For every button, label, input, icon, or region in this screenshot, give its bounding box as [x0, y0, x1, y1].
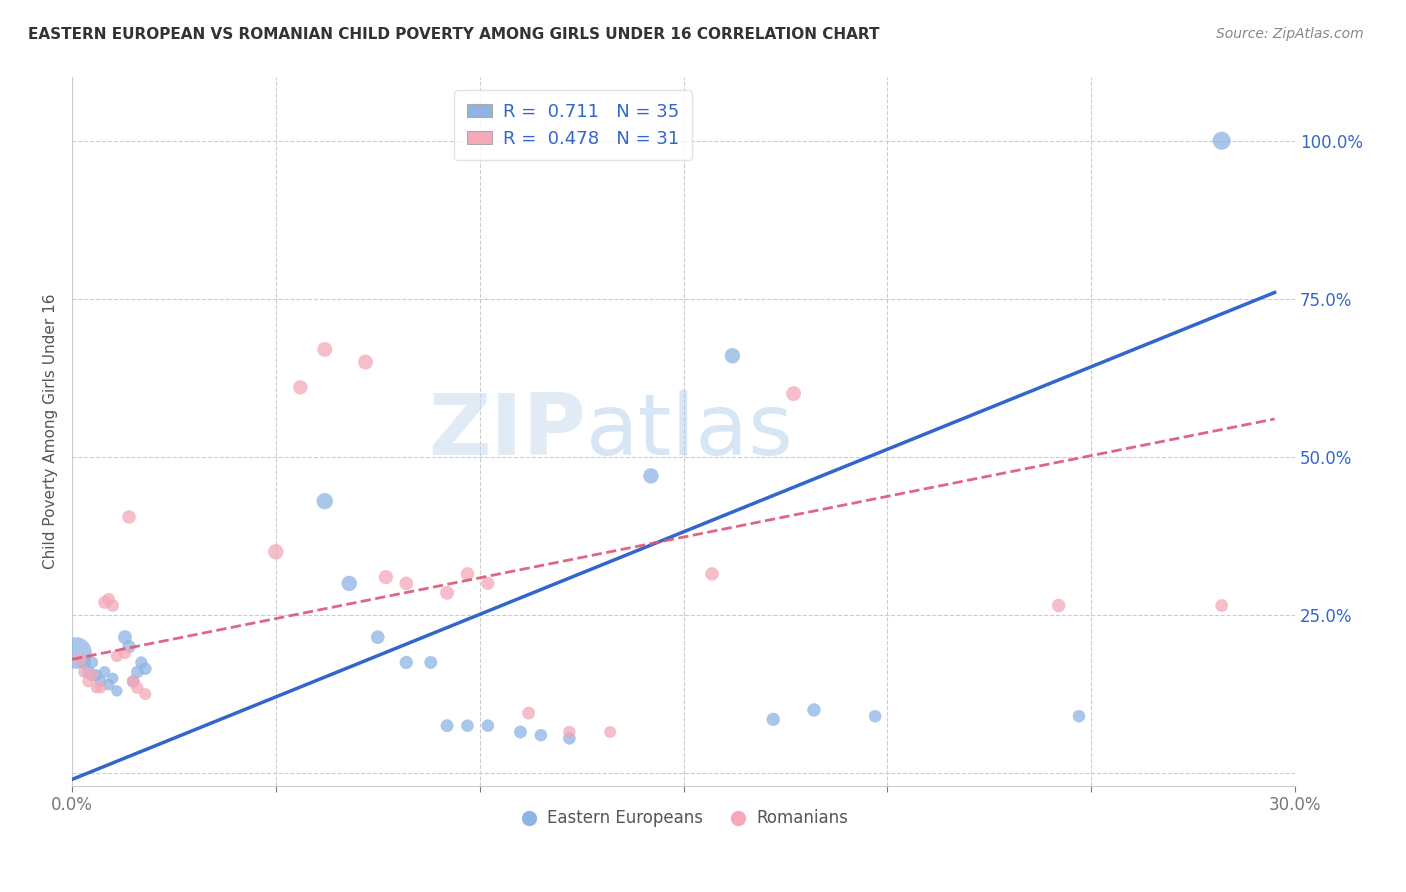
Point	[456, 566, 478, 581]
Point	[134, 662, 156, 676]
Point	[93, 595, 115, 609]
Point	[700, 566, 723, 581]
Point	[863, 709, 886, 723]
Point	[82, 656, 104, 670]
Point	[640, 469, 662, 483]
Text: atlas: atlas	[586, 390, 793, 473]
Text: EASTERN EUROPEAN VS ROMANIAN CHILD POVERTY AMONG GIRLS UNDER 16 CORRELATION CHAR: EASTERN EUROPEAN VS ROMANIAN CHILD POVER…	[28, 27, 880, 42]
Y-axis label: Child Poverty Among Girls Under 16: Child Poverty Among Girls Under 16	[44, 293, 58, 569]
Point	[131, 656, 153, 670]
Point	[477, 576, 499, 591]
Point	[114, 646, 136, 660]
Point	[367, 630, 389, 644]
Point	[105, 649, 128, 664]
Point	[530, 728, 553, 742]
Point	[436, 586, 458, 600]
Point	[114, 630, 136, 644]
Point	[122, 674, 145, 689]
Point	[77, 665, 100, 679]
Point	[803, 703, 825, 717]
Point	[101, 599, 124, 613]
Point	[1047, 599, 1070, 613]
Point	[517, 706, 540, 720]
Point	[456, 719, 478, 733]
Point	[509, 725, 531, 739]
Point	[374, 570, 396, 584]
Point	[314, 343, 336, 357]
Point	[721, 349, 744, 363]
Legend: Eastern Europeans, Romanians: Eastern Europeans, Romanians	[512, 803, 855, 834]
Point	[118, 510, 141, 524]
Point	[65, 646, 87, 660]
Point	[93, 665, 115, 679]
Point	[82, 668, 104, 682]
Point	[122, 674, 145, 689]
Point	[762, 712, 785, 726]
Point	[314, 494, 336, 508]
Point	[782, 386, 804, 401]
Point	[134, 687, 156, 701]
Point	[97, 592, 120, 607]
Point	[73, 665, 96, 679]
Point	[77, 674, 100, 689]
Point	[90, 681, 112, 695]
Point	[354, 355, 377, 369]
Point	[264, 545, 287, 559]
Point	[97, 677, 120, 691]
Point	[1211, 599, 1233, 613]
Point	[599, 725, 621, 739]
Text: ZIP: ZIP	[427, 390, 586, 473]
Point	[290, 380, 312, 394]
Point	[558, 731, 581, 746]
Point	[127, 665, 149, 679]
Point	[1067, 709, 1090, 723]
Point	[86, 668, 108, 682]
Point	[477, 719, 499, 733]
Point	[82, 668, 104, 682]
Point	[436, 719, 458, 733]
Point	[1211, 134, 1233, 148]
Point	[395, 576, 418, 591]
Point	[69, 652, 91, 666]
Point	[90, 674, 112, 689]
Point	[101, 671, 124, 685]
Point	[118, 640, 141, 654]
Point	[127, 681, 149, 695]
Point	[73, 656, 96, 670]
Point	[419, 656, 441, 670]
Text: Source: ZipAtlas.com: Source: ZipAtlas.com	[1216, 27, 1364, 41]
Point	[395, 656, 418, 670]
Point	[105, 684, 128, 698]
Point	[558, 725, 581, 739]
Point	[86, 681, 108, 695]
Point	[337, 576, 360, 591]
